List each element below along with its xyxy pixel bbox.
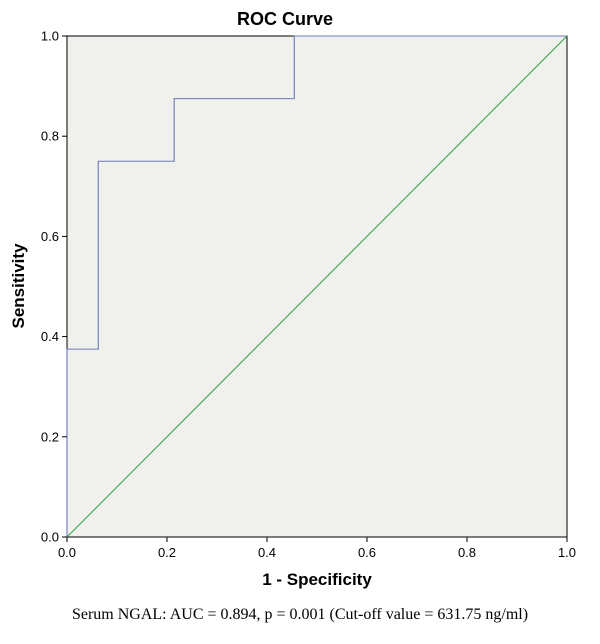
x-tick-label: 0.2 [158, 545, 176, 560]
y-tick-label: 0.0 [41, 530, 59, 545]
x-tick-label: 0.0 [58, 545, 76, 560]
chart-title: ROC Curve [237, 9, 333, 29]
x-axis-label: 1 - Specificity [262, 570, 372, 589]
series-layer [66, 35, 568, 538]
y-tick-label: 0.2 [41, 429, 59, 444]
x-tick-label: 0.4 [258, 545, 276, 560]
reference-diagonal-line [66, 35, 568, 538]
y-tick-label: 0.6 [41, 229, 59, 244]
roc-curve-line [66, 35, 567, 537]
y-tick-label: 1.0 [41, 29, 59, 44]
x-tick-label: 0.6 [358, 545, 376, 560]
x-tick-label: 1.0 [558, 545, 576, 560]
roc-chart: 0.0 0.2 0.4 0.6 0.8 1.0 0.0 0.2 0.4 0.6 0.8 1.0 ROC… [9, 9, 576, 589]
y-axis-label: Sensitivity [9, 243, 28, 329]
y-tick-label: 0.8 [41, 129, 59, 144]
x-tick-label: 0.8 [458, 545, 476, 560]
ticks-layer: 0.0 0.2 0.4 0.6 0.8 1.0 0.0 0.2 0.4 0.6 0.8 1.0 [41, 29, 576, 561]
figure-caption: Serum NGAL: AUC = 0.894, p = 0.001 (Cut-… [71, 606, 529, 623]
y-tick-label: 0.4 [41, 329, 59, 344]
